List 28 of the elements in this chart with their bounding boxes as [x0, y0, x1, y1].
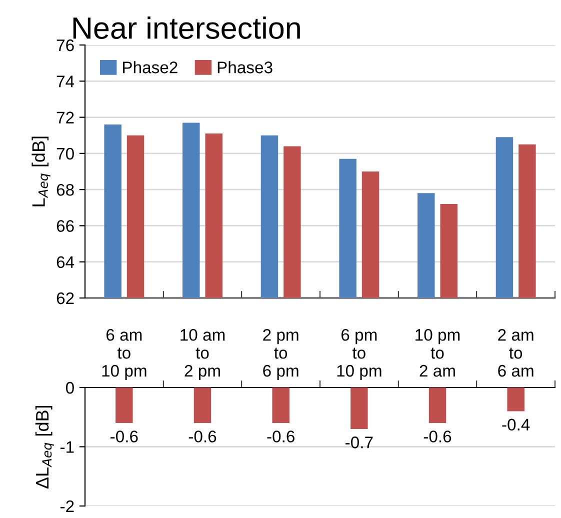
legend-label: Phase3	[218, 61, 272, 74]
x-tick-label: 10 pm to 2 am	[416, 328, 460, 377]
data-label: -0.7	[346, 436, 373, 448]
legend-label: Phase2	[123, 61, 178, 74]
y-tick-label: 64	[56, 256, 74, 268]
x-tick-label: 10 am to 2 pm	[180, 328, 225, 380]
data-label: -0.6	[110, 430, 138, 442]
chart-title: Near intersection	[73, 16, 300, 39]
y-tick-label: 70	[56, 148, 74, 160]
x-tick-label: 6 pm to 10 pm	[337, 328, 382, 380]
y-tick-label: 74	[56, 76, 74, 88]
y-tick-label: 0	[66, 382, 74, 394]
y-tick-label: 62	[56, 292, 74, 304]
x-tick-label: 6 am to 10 pm	[102, 328, 146, 380]
y-tick-label: -2	[60, 500, 74, 512]
y-axis-title: L$_{Aeq}$ [dB]	[32, 136, 50, 206]
data-label: -0.6	[424, 430, 452, 442]
data-label: -0.4	[502, 418, 530, 431]
x-tick-label: 2 pm to 6 pm	[263, 328, 298, 380]
data-label: -0.6	[188, 430, 216, 442]
data-label: -0.6	[267, 430, 294, 442]
y-tick-label: 66	[56, 220, 74, 232]
x-tick-label: 2 am to 6 am	[498, 328, 534, 377]
y-tick-label: 76	[56, 39, 74, 52]
y-tick-label: 72	[56, 112, 74, 124]
y-tick-label: 68	[56, 184, 74, 196]
y-tick-label: -1	[60, 441, 74, 453]
y-axis-title: ΔL$_{Aeq}$ [dB]	[35, 406, 54, 488]
